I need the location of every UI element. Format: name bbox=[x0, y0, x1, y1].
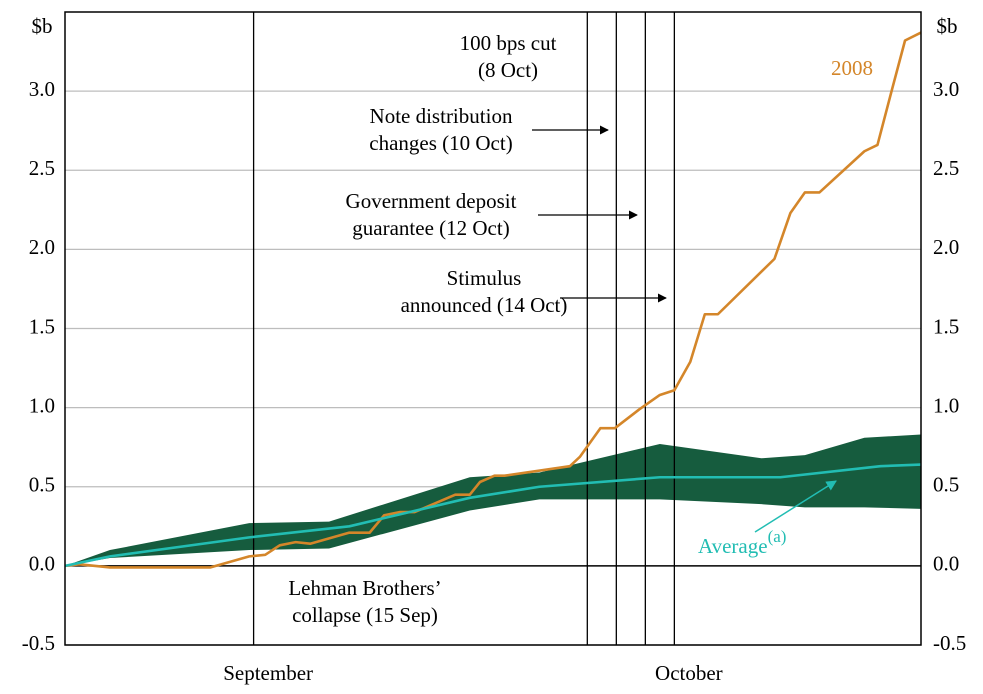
event-label: Note distribution bbox=[370, 104, 513, 128]
y-unit-right: $b bbox=[937, 14, 958, 38]
series-line bbox=[64, 31, 922, 569]
event-label: collapse (15 Sep) bbox=[292, 603, 438, 627]
y2-tick-label: 1.0 bbox=[933, 393, 959, 417]
y-tick-label: 0.0 bbox=[29, 552, 55, 576]
event-label: Stimulus bbox=[447, 266, 522, 290]
event-label: Government deposit bbox=[346, 189, 517, 213]
y2-tick-label: 0.5 bbox=[933, 473, 959, 497]
y-tick-label: 3.0 bbox=[29, 77, 55, 101]
series-label-name: Average bbox=[698, 534, 768, 558]
y-tick-label: 0.5 bbox=[29, 473, 55, 497]
y2-tick-label: 3.0 bbox=[933, 77, 959, 101]
y-tick-label: 2.5 bbox=[29, 156, 55, 180]
y2-tick-label: 2.5 bbox=[933, 156, 959, 180]
x-tick-label: September bbox=[223, 661, 313, 685]
series-label: 2008 bbox=[831, 56, 873, 80]
event-label: changes (10 Oct) bbox=[369, 131, 512, 155]
series-label-sup: (a) bbox=[768, 527, 787, 546]
event-label: announced (14 Oct) bbox=[401, 293, 568, 317]
event-label: Lehman Brothers’ bbox=[288, 576, 441, 600]
y-tick-label: 1.0 bbox=[29, 393, 55, 417]
y-unit-left: $b bbox=[32, 14, 53, 38]
x-tick-label: October bbox=[655, 661, 723, 685]
series-label: Average(a) bbox=[698, 527, 786, 558]
event-label: 100 bps cut bbox=[460, 31, 557, 55]
event-label: (8 Oct) bbox=[478, 58, 538, 82]
y2-tick-label: 0.0 bbox=[933, 552, 959, 576]
series-arrow bbox=[754, 480, 837, 533]
y2-tick-label: 1.5 bbox=[933, 314, 959, 338]
y-tick-label: 2.0 bbox=[29, 235, 55, 259]
y-tick-label: 1.5 bbox=[29, 314, 55, 338]
y-tick-label: -0.5 bbox=[22, 631, 55, 655]
event-label: guarantee (12 Oct) bbox=[352, 216, 509, 240]
y2-tick-label: -0.5 bbox=[933, 631, 966, 655]
plot-frame bbox=[64, 11, 922, 646]
y2-tick-label: 2.0 bbox=[933, 235, 959, 259]
series-line bbox=[64, 463, 922, 568]
